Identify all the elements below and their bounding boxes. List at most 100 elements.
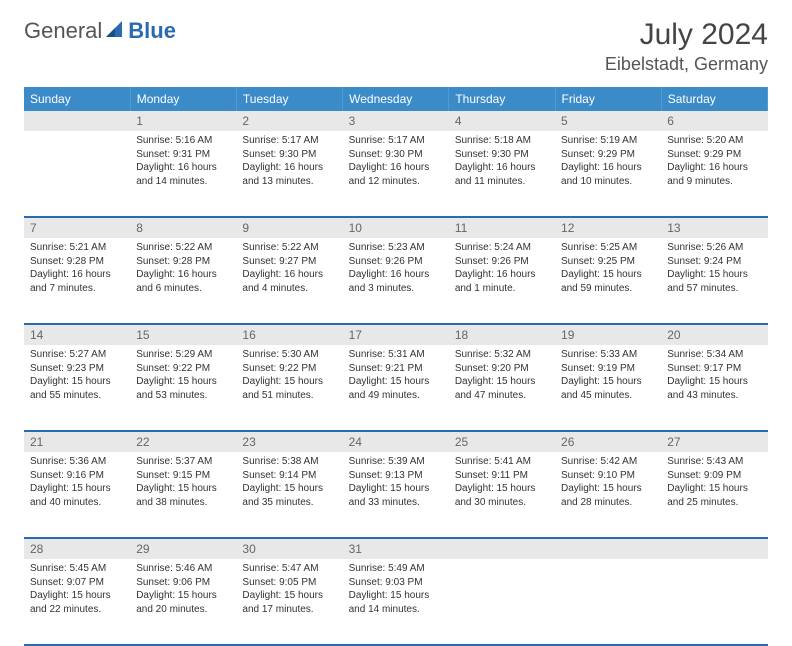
day-of-week-header: Sunday (24, 87, 130, 111)
daylight-text: Daylight: 16 hours and 9 minutes. (667, 161, 761, 188)
day-number: 27 (661, 431, 767, 452)
week-content-row: Sunrise: 5:27 AMSunset: 9:23 PMDaylight:… (24, 345, 768, 431)
daylight-text: Daylight: 16 hours and 1 minute. (455, 268, 549, 295)
daylight-text: Daylight: 16 hours and 13 minutes. (242, 161, 336, 188)
day-number: 1 (130, 111, 236, 131)
sunrise-text: Sunrise: 5:30 AM (242, 348, 336, 362)
day-number (555, 538, 661, 559)
day-number: 29 (130, 538, 236, 559)
sunset-text: Sunset: 9:05 PM (242, 576, 336, 590)
day-number: 21 (24, 431, 130, 452)
day-cell: Sunrise: 5:27 AMSunset: 9:23 PMDaylight:… (24, 345, 130, 431)
sunrise-text: Sunrise: 5:41 AM (455, 455, 549, 469)
sunrise-text: Sunrise: 5:34 AM (667, 348, 761, 362)
day-cell: Sunrise: 5:31 AMSunset: 9:21 PMDaylight:… (343, 345, 449, 431)
sunset-text: Sunset: 9:30 PM (455, 148, 549, 162)
daylight-text: Daylight: 15 hours and 55 minutes. (30, 375, 124, 402)
sunrise-text: Sunrise: 5:45 AM (30, 562, 124, 576)
day-number: 23 (236, 431, 342, 452)
title-block: July 2024 Eibelstadt, Germany (605, 18, 768, 75)
day-number: 8 (130, 217, 236, 238)
sunrise-text: Sunrise: 5:36 AM (30, 455, 124, 469)
location: Eibelstadt, Germany (605, 54, 768, 75)
day-cell: Sunrise: 5:20 AMSunset: 9:29 PMDaylight:… (661, 131, 767, 217)
daylight-text: Daylight: 16 hours and 4 minutes. (242, 268, 336, 295)
day-number: 30 (236, 538, 342, 559)
day-cell: Sunrise: 5:33 AMSunset: 9:19 PMDaylight:… (555, 345, 661, 431)
sunset-text: Sunset: 9:29 PM (667, 148, 761, 162)
daylight-text: Daylight: 15 hours and 40 minutes. (30, 482, 124, 509)
day-cell: Sunrise: 5:17 AMSunset: 9:30 PMDaylight:… (343, 131, 449, 217)
day-of-week-header: Tuesday (236, 87, 342, 111)
sunrise-text: Sunrise: 5:43 AM (667, 455, 761, 469)
sunset-text: Sunset: 9:13 PM (349, 469, 443, 483)
day-cell: Sunrise: 5:42 AMSunset: 9:10 PMDaylight:… (555, 452, 661, 538)
sunset-text: Sunset: 9:22 PM (136, 362, 230, 376)
sunset-text: Sunset: 9:26 PM (455, 255, 549, 269)
week-content-row: Sunrise: 5:45 AMSunset: 9:07 PMDaylight:… (24, 559, 768, 645)
day-number: 3 (343, 111, 449, 131)
day-of-week-header: Thursday (449, 87, 555, 111)
day-cell: Sunrise: 5:49 AMSunset: 9:03 PMDaylight:… (343, 559, 449, 645)
sunrise-text: Sunrise: 5:21 AM (30, 241, 124, 255)
sunrise-text: Sunrise: 5:22 AM (242, 241, 336, 255)
daylight-text: Daylight: 16 hours and 6 minutes. (136, 268, 230, 295)
daylight-text: Daylight: 16 hours and 14 minutes. (136, 161, 230, 188)
day-number-row: 78910111213 (24, 217, 768, 238)
day-cell: Sunrise: 5:16 AMSunset: 9:31 PMDaylight:… (130, 131, 236, 217)
sunset-text: Sunset: 9:25 PM (561, 255, 655, 269)
day-cell: Sunrise: 5:17 AMSunset: 9:30 PMDaylight:… (236, 131, 342, 217)
day-cell: Sunrise: 5:32 AMSunset: 9:20 PMDaylight:… (449, 345, 555, 431)
day-number: 11 (449, 217, 555, 238)
day-number: 2 (236, 111, 342, 131)
daylight-text: Daylight: 15 hours and 38 minutes. (136, 482, 230, 509)
sunset-text: Sunset: 9:30 PM (349, 148, 443, 162)
sunrise-text: Sunrise: 5:22 AM (136, 241, 230, 255)
day-number: 4 (449, 111, 555, 131)
daylight-text: Daylight: 15 hours and 43 minutes. (667, 375, 761, 402)
sunrise-text: Sunrise: 5:47 AM (242, 562, 336, 576)
daylight-text: Daylight: 15 hours and 28 minutes. (561, 482, 655, 509)
sunset-text: Sunset: 9:28 PM (136, 255, 230, 269)
sunrise-text: Sunrise: 5:37 AM (136, 455, 230, 469)
sunset-text: Sunset: 9:19 PM (561, 362, 655, 376)
sunrise-text: Sunrise: 5:31 AM (349, 348, 443, 362)
day-number-row: 123456 (24, 111, 768, 131)
sunset-text: Sunset: 9:11 PM (455, 469, 549, 483)
day-cell: Sunrise: 5:30 AMSunset: 9:22 PMDaylight:… (236, 345, 342, 431)
week-content-row: Sunrise: 5:16 AMSunset: 9:31 PMDaylight:… (24, 131, 768, 217)
sunrise-text: Sunrise: 5:23 AM (349, 241, 443, 255)
daylight-text: Daylight: 16 hours and 12 minutes. (349, 161, 443, 188)
day-cell: Sunrise: 5:21 AMSunset: 9:28 PMDaylight:… (24, 238, 130, 324)
sunset-text: Sunset: 9:17 PM (667, 362, 761, 376)
logo-text-blue: Blue (128, 18, 176, 44)
week-content-row: Sunrise: 5:21 AMSunset: 9:28 PMDaylight:… (24, 238, 768, 324)
day-number: 13 (661, 217, 767, 238)
day-number: 26 (555, 431, 661, 452)
day-cell: Sunrise: 5:36 AMSunset: 9:16 PMDaylight:… (24, 452, 130, 538)
day-cell: Sunrise: 5:24 AMSunset: 9:26 PMDaylight:… (449, 238, 555, 324)
sunset-text: Sunset: 9:31 PM (136, 148, 230, 162)
day-cell: Sunrise: 5:25 AMSunset: 9:25 PMDaylight:… (555, 238, 661, 324)
day-number: 31 (343, 538, 449, 559)
sunrise-text: Sunrise: 5:25 AM (561, 241, 655, 255)
daylight-text: Daylight: 15 hours and 49 minutes. (349, 375, 443, 402)
sunrise-text: Sunrise: 5:24 AM (455, 241, 549, 255)
sunrise-text: Sunrise: 5:16 AM (136, 134, 230, 148)
daylight-text: Daylight: 15 hours and 53 minutes. (136, 375, 230, 402)
sunset-text: Sunset: 9:21 PM (349, 362, 443, 376)
sunrise-text: Sunrise: 5:49 AM (349, 562, 443, 576)
day-number: 20 (661, 324, 767, 345)
day-number: 7 (24, 217, 130, 238)
day-cell: Sunrise: 5:34 AMSunset: 9:17 PMDaylight:… (661, 345, 767, 431)
sunset-text: Sunset: 9:10 PM (561, 469, 655, 483)
day-cell: Sunrise: 5:22 AMSunset: 9:27 PMDaylight:… (236, 238, 342, 324)
sunset-text: Sunset: 9:22 PM (242, 362, 336, 376)
sunset-text: Sunset: 9:28 PM (30, 255, 124, 269)
day-cell: Sunrise: 5:43 AMSunset: 9:09 PMDaylight:… (661, 452, 767, 538)
sunset-text: Sunset: 9:30 PM (242, 148, 336, 162)
day-number (24, 111, 130, 131)
day-number: 12 (555, 217, 661, 238)
sunrise-text: Sunrise: 5:26 AM (667, 241, 761, 255)
sunrise-text: Sunrise: 5:29 AM (136, 348, 230, 362)
